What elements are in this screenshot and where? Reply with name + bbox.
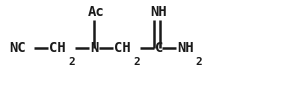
Text: NH: NH [177,42,194,55]
Text: NH: NH [150,5,167,19]
Text: 2: 2 [134,57,140,67]
Text: CH: CH [114,42,131,55]
Text: CH: CH [49,42,66,55]
Text: 2: 2 [196,57,202,67]
Text: Ac: Ac [87,5,104,19]
Text: N: N [90,42,99,55]
Text: C: C [155,42,163,55]
Text: NC: NC [9,42,26,55]
Text: 2: 2 [69,57,75,67]
